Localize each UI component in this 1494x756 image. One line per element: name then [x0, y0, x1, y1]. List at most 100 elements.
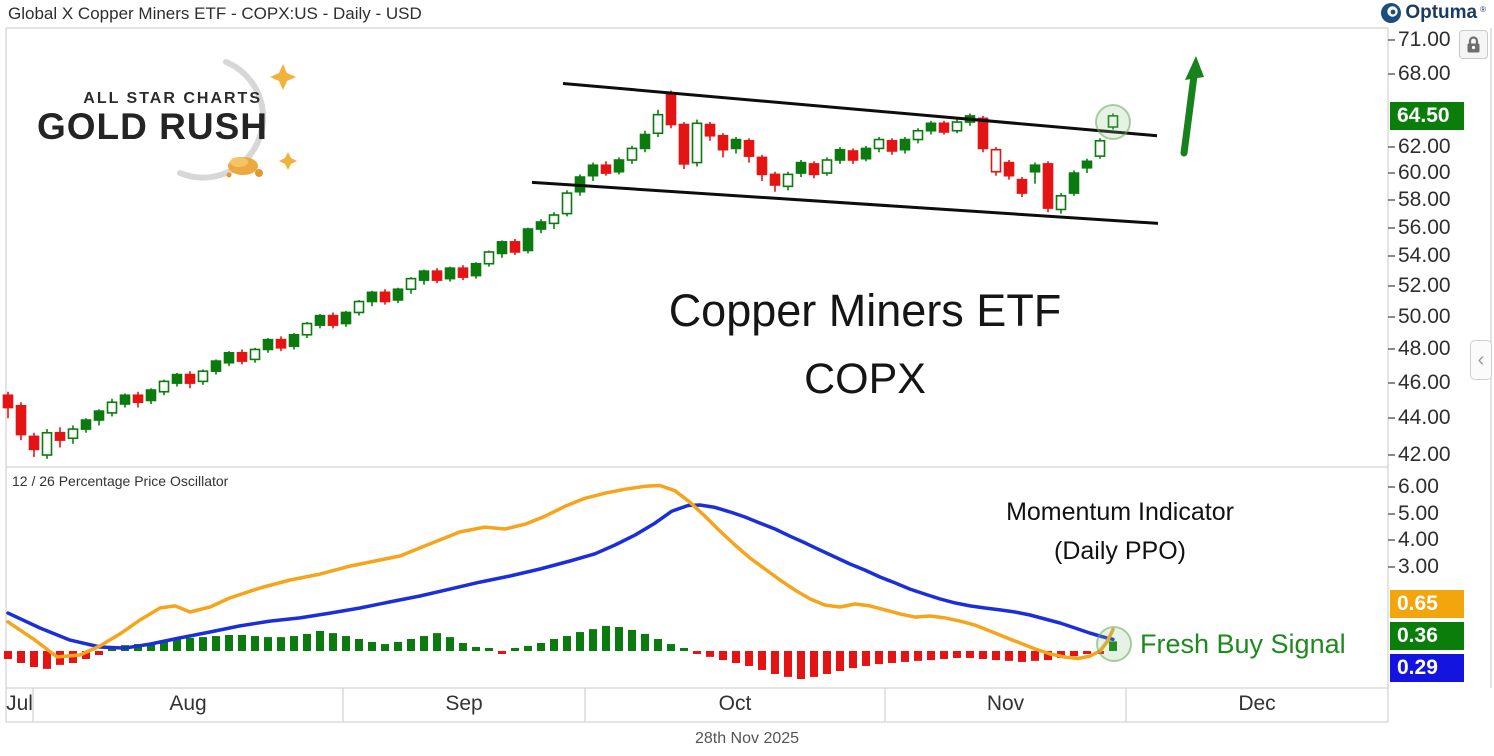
candlestick [275, 338, 287, 349]
candlestick [587, 164, 599, 177]
candlestick [990, 148, 1002, 173]
ppo-histogram-bar [160, 641, 168, 651]
optuma-trademark: ® [1480, 4, 1486, 14]
ppo-histogram-bar [30, 651, 38, 668]
x-axis-month-label: Aug [169, 692, 207, 715]
candlestick [834, 148, 846, 161]
ppo-histogram-bar [654, 638, 662, 651]
candlestick [1016, 178, 1028, 194]
candlestick [756, 156, 768, 176]
ppo-histogram-bar [810, 651, 818, 677]
candlestick [340, 311, 352, 325]
ppo-histogram-bar [784, 651, 792, 677]
candlestick [769, 173, 781, 186]
ppo-histogram-bar [1018, 651, 1026, 662]
price-axis-tick [1388, 316, 1395, 319]
ppo-histogram-bar [212, 636, 220, 651]
ppo-histogram-bar [277, 637, 285, 651]
candlestick [457, 267, 469, 278]
buy-signal-highlight-circle [1096, 626, 1132, 662]
candlestick [535, 221, 547, 230]
candlestick [795, 161, 807, 174]
last-price-badge: 64.50 [1390, 101, 1464, 130]
price-axis-tick [1388, 255, 1395, 258]
ppo-histogram-bar [602, 625, 610, 651]
ppo-histogram-bar [797, 651, 805, 680]
ppo-histogram-bar [329, 633, 337, 651]
ppo-histogram-bar [472, 646, 480, 651]
candlestick [405, 277, 417, 291]
candlestick [873, 138, 885, 150]
price-axis-tick [1388, 39, 1395, 41]
ppo-histogram-bar [316, 630, 324, 651]
axis-lock-button[interactable] [1459, 30, 1488, 59]
candlestick [236, 351, 248, 362]
ppo-axis-tick [1388, 565, 1395, 568]
chart-title-bar: Global X Copper Miners ETF - COPX:US - D… [8, 4, 422, 23]
ppo-axis-label: 5.00 [1398, 501, 1439, 525]
x-axis-month-label: Sep [445, 692, 483, 715]
price-axis-tick [1388, 454, 1395, 457]
center-label-title: Copper Miners ETF [668, 285, 1062, 336]
candlestick [353, 300, 365, 314]
candlestick [704, 123, 716, 137]
chevron-left-icon: ‹ [1477, 348, 1485, 371]
ppo-histogram-bar [1070, 651, 1078, 657]
price-axis-label: 46.00 [1398, 371, 1451, 395]
ppo-histogram-bar [1031, 651, 1039, 661]
ppo-histogram-bar [979, 651, 987, 660]
candlestick [249, 348, 261, 361]
ppo-histogram-bar [849, 651, 857, 669]
candlestick [1107, 115, 1119, 128]
ppo-histogram-bar [758, 651, 766, 670]
watermark-line2: GOLD RUSH [37, 106, 268, 147]
price-axis-label: 68.00 [1398, 62, 1451, 86]
center-label-subtitle: COPX [804, 355, 926, 403]
candlestick [366, 291, 378, 303]
candlestick [41, 431, 53, 456]
candlestick [80, 419, 92, 430]
candlestick [28, 435, 40, 451]
x-axis-month-label: Dec [1238, 692, 1276, 715]
candlestick [977, 117, 989, 150]
momentum-annotation: Momentum Indicator (Daily PPO) [960, 498, 1280, 566]
ppo-histogram-bar [862, 651, 870, 666]
ppo-histogram-bar [953, 651, 961, 658]
candlestick [2, 394, 14, 409]
candlestick [210, 360, 222, 372]
optuma-logo-text: Optuma [1405, 2, 1478, 23]
price-axis-tick [1388, 73, 1395, 76]
ppo-histogram-bar [173, 638, 181, 651]
breakout-arrow-shaft [1180, 72, 1198, 157]
ppo-histogram-bar [433, 633, 441, 651]
candlestick [1094, 139, 1106, 157]
ppo-histogram-bar [1109, 641, 1117, 651]
candlestick [1003, 161, 1015, 177]
price-axis-label: 48.00 [1398, 337, 1451, 361]
ppo-histogram-bar [498, 651, 506, 654]
candlestick [1055, 194, 1067, 211]
ppo-histogram-bar [745, 651, 753, 666]
candlestick [665, 93, 677, 126]
ppo-histogram-bar [446, 637, 454, 651]
ppo-histogram-bar [706, 651, 714, 657]
candlestick [639, 133, 651, 150]
ppo-histogram-bar [394, 641, 402, 651]
candlestick [197, 370, 209, 383]
ppo-histogram-bar [966, 651, 974, 658]
ppo-histogram-bar [238, 634, 246, 651]
candlestick [860, 147, 872, 160]
price-axis-label: 44.00 [1398, 406, 1451, 430]
ppo-histogram-bar [251, 636, 259, 651]
ppo-histogram-bar [95, 651, 103, 656]
candlestick [392, 288, 404, 301]
ppo-histogram-bar [485, 648, 493, 651]
price-axis-label: 54.00 [1398, 244, 1451, 268]
panel-collapse-handle[interactable]: ‹ [1470, 340, 1492, 380]
candlestick [847, 150, 859, 161]
ppo-histogram-bar [459, 642, 467, 651]
candlestick [106, 401, 118, 414]
price-axis-tick [1388, 382, 1395, 385]
ppo-histogram-bar [511, 648, 519, 651]
